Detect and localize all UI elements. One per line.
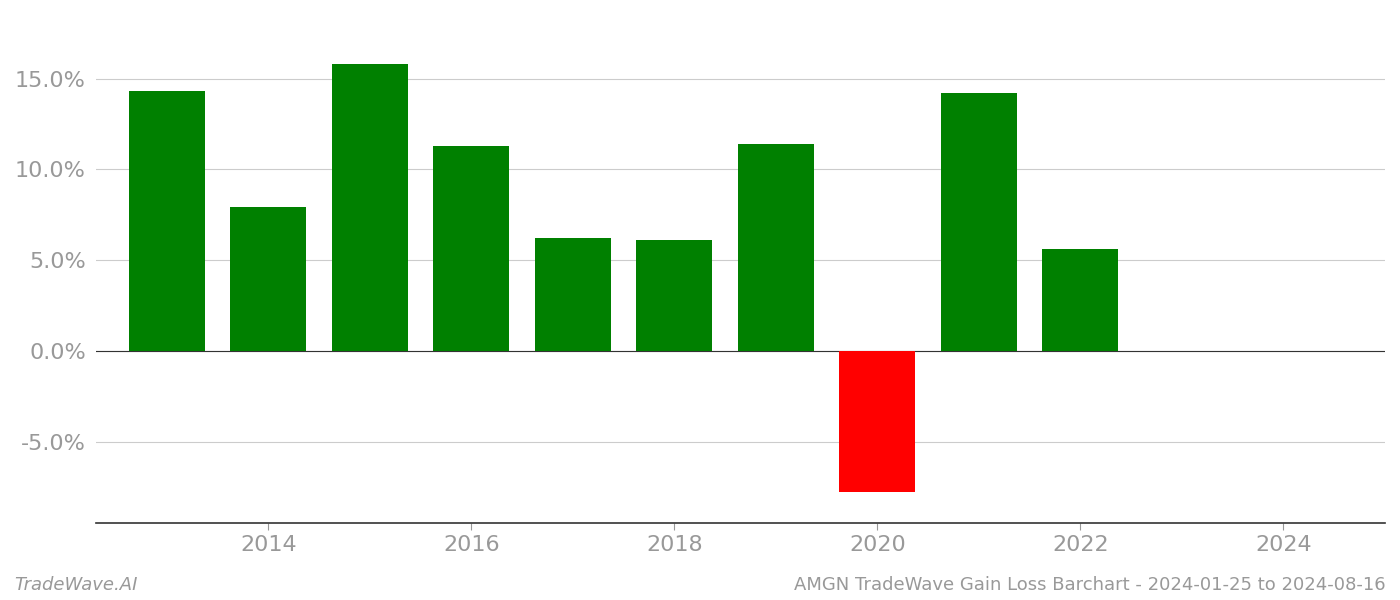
Bar	[332, 64, 407, 351]
Bar	[535, 238, 610, 351]
Text: AMGN TradeWave Gain Loss Barchart - 2024-01-25 to 2024-08-16: AMGN TradeWave Gain Loss Barchart - 2024…	[794, 576, 1386, 594]
Bar	[738, 144, 813, 351]
Bar	[941, 93, 1016, 351]
Bar	[433, 146, 510, 351]
Bar	[1043, 249, 1119, 351]
Bar	[636, 240, 713, 351]
Bar	[129, 91, 204, 351]
Bar	[230, 208, 307, 351]
Bar	[839, 351, 916, 493]
Text: TradeWave.AI: TradeWave.AI	[14, 576, 137, 594]
